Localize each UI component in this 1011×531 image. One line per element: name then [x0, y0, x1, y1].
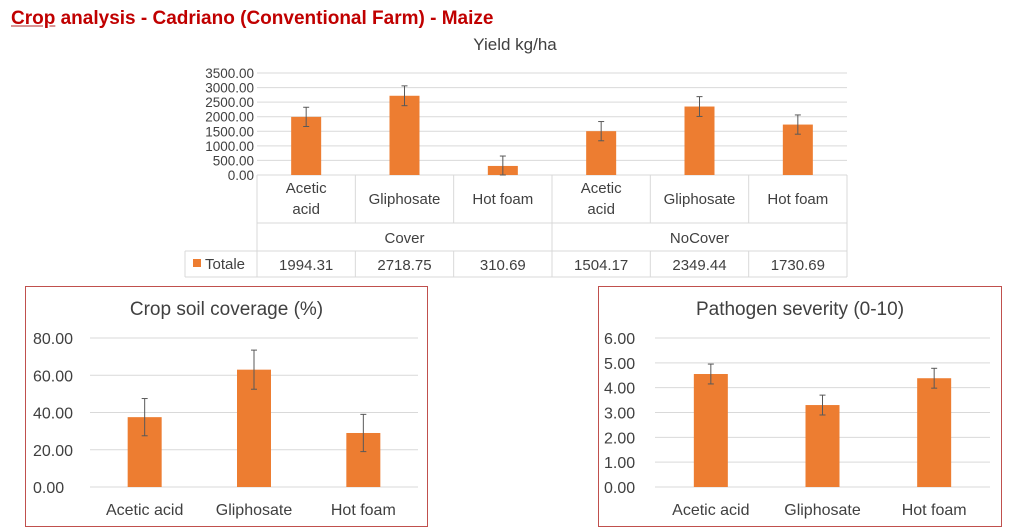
page-title-rest: analysis - Cadriano (Conventional Farm) … [55, 8, 494, 29]
yield-chart-title: Yield kg/ha [473, 35, 557, 54]
coverage-y-tick-label: 40.00 [33, 406, 73, 423]
pathogen-bar [805, 405, 840, 487]
yield-group-label-cover: Cover [384, 230, 424, 247]
yield-y-tick-label: 0.00 [228, 168, 254, 183]
coverage-category-label-gliphosate: Gliphosate [216, 502, 293, 519]
yield-table-value: 310.69 [480, 257, 526, 274]
yield-bar [389, 95, 420, 175]
pathogen-y-tick-label: 1.00 [604, 455, 635, 472]
yield-table-value: 1504.17 [574, 257, 628, 274]
pathogen-y-tick-label: 3.00 [604, 406, 635, 423]
coverage-y-tick-label: 80.00 [33, 331, 73, 348]
pathogen-category-label-hot-foam: Hot foam [902, 502, 967, 519]
pathogen-category-label-acetic-acid: Acetic acid [672, 502, 749, 519]
yield-table-value: 1994.31 [279, 257, 333, 274]
yield-y-tick-label: 1500.00 [205, 124, 254, 139]
coverage-y-tick-label: 20.00 [33, 443, 73, 460]
yield-y-tick-label: 2000.00 [205, 110, 254, 125]
yield-error-bar [598, 121, 605, 142]
pathogen-chart-frame [598, 286, 1002, 527]
yield-error-bar [696, 96, 703, 117]
pathogen-error-bar [819, 394, 826, 416]
yield-error-bar [499, 155, 506, 176]
legend-swatch [193, 259, 201, 267]
pathogen-y-tick-label: 6.00 [604, 331, 635, 348]
pathogen-error-bar [931, 367, 938, 389]
coverage-chart-frame [25, 286, 428, 527]
yield-table-value: 2349.44 [672, 257, 726, 274]
yield-y-tick-label: 1000.00 [205, 139, 254, 154]
yield-category-label-hot-foam: Hot foam [767, 191, 828, 208]
coverage-category-label-hot-foam: Hot foam [331, 502, 396, 519]
yield-y-tick-label: 500.00 [213, 153, 254, 168]
pathogen-error-bar [707, 363, 714, 385]
yield-table-value: 1730.69 [771, 257, 825, 274]
yield-bar [684, 106, 715, 175]
yield-category-label-hot-foam: Hot foam [472, 191, 533, 208]
yield-table-value: 2718.75 [377, 257, 431, 274]
yield-category-label-gliphosate: Gliphosate [664, 191, 736, 208]
yield-group-label-nocover: NoCover [670, 230, 729, 247]
coverage-chart-title: Crop soil coverage (%) [130, 299, 323, 320]
pathogen-bar [693, 374, 728, 487]
page-title-accent: Crop [11, 8, 56, 29]
yield-category-label-gliphosate: Gliphosate [369, 191, 441, 208]
yield-y-tick-label: 2500.00 [205, 95, 254, 110]
coverage-error-bar [360, 413, 367, 453]
coverage-error-bar [251, 349, 257, 390]
pathogen-y-tick-label: 5.00 [604, 356, 635, 373]
pathogen-chart-title: Pathogen severity (0-10) [696, 299, 904, 320]
coverage-error-bar [141, 398, 148, 437]
pathogen-y-tick-label: 4.00 [604, 381, 635, 398]
page-title: Crop analysis - Cadriano (Conventional F… [11, 8, 493, 30]
yield-y-tick-label: 3000.00 [205, 81, 254, 96]
yield-category-label-acetic-acid: Acetic acid [581, 180, 622, 218]
yield-category-label-acetic-acid: Acetic acid [286, 180, 327, 218]
coverage-y-tick-label: 60.00 [33, 368, 73, 385]
coverage-y-tick-label: 0.00 [33, 480, 64, 497]
yield-error-bar [303, 106, 310, 127]
pathogen-y-tick-label: 2.00 [604, 430, 635, 447]
yield-error-bar [794, 114, 801, 135]
yield-error-bar [401, 85, 408, 107]
yield-series-label: Totale [205, 256, 245, 273]
pathogen-bar [917, 378, 952, 487]
pathogen-category-label-gliphosate: Gliphosate [784, 502, 861, 519]
pathogen-y-tick-label: 0.00 [604, 480, 635, 497]
yield-y-tick-label: 3500.00 [205, 66, 254, 81]
coverage-category-label-acetic-acid: Acetic acid [106, 502, 183, 519]
